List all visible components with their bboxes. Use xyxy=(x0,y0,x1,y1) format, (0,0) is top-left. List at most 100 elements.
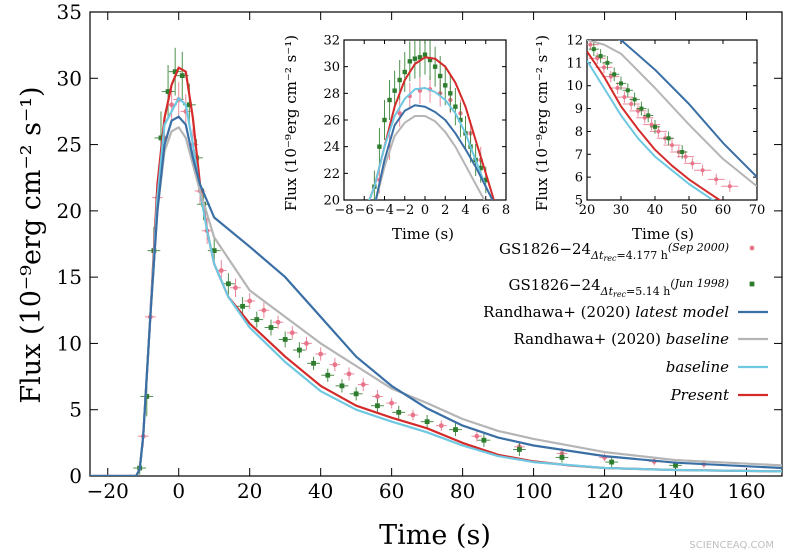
legend-entry-randbase: Randhawa+ (2020) baseline xyxy=(514,330,768,348)
main-jun1998-point xyxy=(424,419,430,425)
main-x-tick-label: 140 xyxy=(656,479,694,503)
main-y-tick-label: 15 xyxy=(57,265,82,289)
legend-entry-latest: Randhawa+ (2020) latest model xyxy=(483,303,768,321)
inset2-jun1998-point xyxy=(653,124,657,129)
main-sep2000-point xyxy=(318,351,324,357)
legend: GS1826−24Δtrec=4.177 h(Sep 2000) GS1826−2… xyxy=(483,240,768,404)
main-jun1998-point xyxy=(516,447,522,452)
inset2-sep2000-point xyxy=(690,161,695,166)
main-jun1998-point xyxy=(165,89,171,94)
inset2-y-tick-label: 8 xyxy=(575,125,583,140)
inset2-jun1998-point xyxy=(605,60,610,65)
inset1-y-tick-label: 28 xyxy=(323,87,340,102)
main-jun1998-point xyxy=(609,459,615,465)
inset1-latest-line xyxy=(374,104,494,200)
inset2-sep2000-point xyxy=(670,143,674,148)
main-sep2000-point xyxy=(304,341,309,346)
inset1-jun1998-point xyxy=(478,165,483,171)
main-jun1998-point xyxy=(211,248,217,254)
main-sep2000-point xyxy=(169,102,175,108)
main-sep2000-point xyxy=(438,423,444,429)
inset2-sep2000-point xyxy=(727,184,732,189)
inset2-jun1998-point xyxy=(646,113,651,118)
main-jun1998-point xyxy=(172,69,178,75)
main-series-group xyxy=(90,47,782,476)
main-jun1998-point xyxy=(311,360,316,366)
inset2-sep2000-point xyxy=(642,115,647,120)
inset1-jun1998-point xyxy=(417,55,423,60)
inset2-x-tick-label: 50 xyxy=(681,203,698,218)
inset2-y-tick-label: 12 xyxy=(566,34,583,49)
main-x-tick-label: 80 xyxy=(450,479,475,503)
inset2-jun1998-point xyxy=(632,97,637,102)
inset1-jun1998-point xyxy=(437,73,443,79)
legend-marker xyxy=(749,281,755,287)
inset1-jun1998-point xyxy=(422,52,428,57)
inset2-x-tick-label: 20 xyxy=(579,203,596,218)
inset2-sep2000-point xyxy=(683,154,688,159)
inset2-jun1998-point xyxy=(680,150,685,154)
inset2-jun1998-point xyxy=(598,54,603,58)
inset2-y-tick-label: 6 xyxy=(575,171,583,186)
main-jun1998-point xyxy=(353,391,359,397)
watermark: SCIENCEAQ.COM xyxy=(689,540,774,551)
inset2-sep2000-point xyxy=(656,129,661,134)
main-x-tick-label: −20 xyxy=(87,479,129,503)
inset1-y-tick-label: 20 xyxy=(323,194,340,209)
inset2-x-tick-label: 70 xyxy=(749,203,766,218)
inset2-latest-line xyxy=(617,40,757,178)
main-sep2000-point xyxy=(410,412,416,418)
main-sep2000-point xyxy=(247,298,253,304)
inset1-y-tick-label: 24 xyxy=(323,140,340,155)
inset2-jun1998-point xyxy=(666,136,671,141)
main-latest-line xyxy=(90,115,782,476)
main-x-tick-label: 20 xyxy=(237,479,262,503)
legend-label: GS1826−24Δtrec=5.14 h(Jun 1998) xyxy=(509,276,729,299)
inset1-jun1998-point xyxy=(458,117,463,123)
inset1-jun1998-point xyxy=(412,56,418,61)
main-y-tick-label: 35 xyxy=(57,0,82,24)
main-sep2000-point xyxy=(289,330,295,336)
inset2-sep2000-point xyxy=(622,95,627,100)
legend-label: GS1826−24Δtrec=4.177 h(Sep 2000) xyxy=(499,240,729,263)
main-jun1998-point xyxy=(186,102,192,108)
inset1-jun1998-point xyxy=(432,64,438,69)
inset2-y-tick-label: 10 xyxy=(566,79,583,94)
main-sep2000-point xyxy=(375,394,380,399)
inset1-x-tick-label: −6 xyxy=(355,203,374,218)
inset2-sep2000-point xyxy=(714,177,719,182)
main-y-tick-label: 20 xyxy=(57,199,82,223)
inset1-x-tick-label: 8 xyxy=(502,203,510,218)
inset1-sep2000-point xyxy=(397,111,402,116)
main-jun1998-point xyxy=(240,303,245,309)
main-sep2000-point xyxy=(474,433,480,439)
main-jun1998-point xyxy=(375,403,380,409)
inset2-sep2000-point xyxy=(636,108,640,113)
inset1-x-tick-label: −2 xyxy=(395,203,414,218)
inset2-x-tick-label: 60 xyxy=(715,203,732,218)
inset2-x-tick-label: 30 xyxy=(613,203,630,218)
inset-tail-x-axis-label: Time (s) xyxy=(632,225,694,243)
inset2-sep2000-point xyxy=(700,168,705,173)
main-sep2000-point xyxy=(346,371,352,377)
inset1-randbase-line xyxy=(375,115,486,200)
main-jun1998-point xyxy=(158,135,164,141)
main-jun1998-point xyxy=(254,317,260,322)
main-series xyxy=(90,47,782,476)
inset2-sep2000-point xyxy=(588,42,593,47)
inset-peak-series xyxy=(368,40,495,200)
inset1-jun1998-point xyxy=(448,91,453,96)
main-y-axis-label: Flux (10⁻⁹erg cm⁻² s⁻¹) xyxy=(16,86,47,403)
inset2-jun1998-point xyxy=(625,88,630,93)
inset1-jun1998-point xyxy=(427,57,433,63)
main-jun1998-point xyxy=(282,337,288,342)
main-jun1998-point xyxy=(396,409,402,415)
inset1-x-tick-label: 0 xyxy=(421,203,429,218)
legend-entry-present: Present xyxy=(670,386,768,404)
main-sep2000-point xyxy=(233,285,238,291)
inset-peak-y-axis-label: Flux (10⁻⁹erg cm⁻² s⁻¹) xyxy=(282,35,300,211)
inset2-x-tick-label: 40 xyxy=(647,203,664,218)
legend-label: Present xyxy=(670,386,730,404)
legend-marker xyxy=(749,245,755,251)
